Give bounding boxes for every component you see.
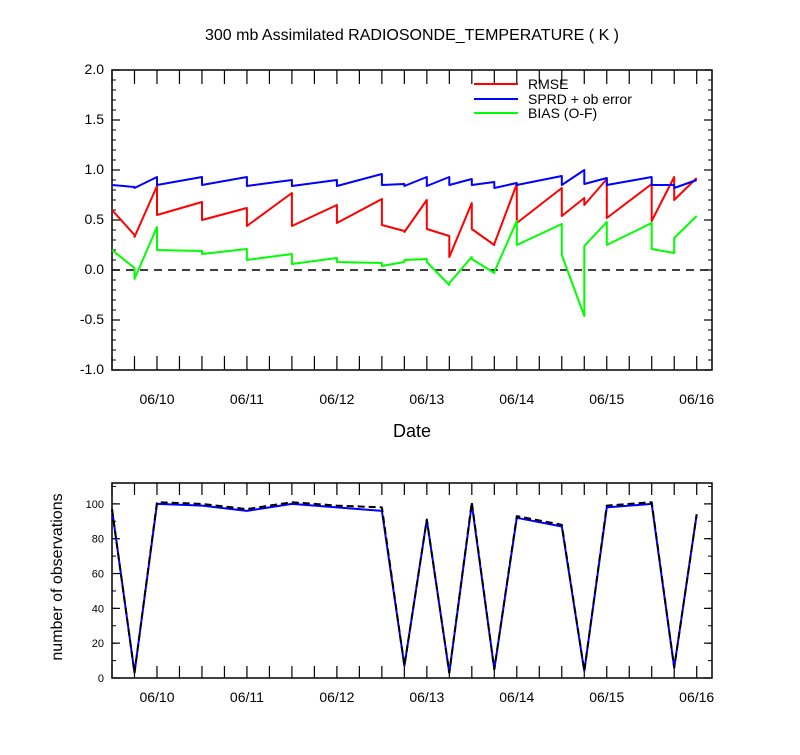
series-line-available [111,501,698,674]
y-tick-label: -1.0 [80,361,104,377]
y-tick-label: 0.0 [85,261,105,277]
x-tick-label: 06/13 [409,689,444,705]
x-tick-label: 06/13 [409,391,444,407]
bottom-plot-area: 100 80 60 40 20 0 06/10 06/11 06/12 06/13 06/14 06/… [86,482,714,705]
legend: RMSE SPRD + ob error BIAS (O-F) [474,76,632,121]
series-line-sprd-ob-error [111,169,698,189]
y-tick-label: 60 [92,569,104,581]
y-tick-label: 100 [86,499,104,511]
x-tick-label: 06/16 [679,391,714,407]
series-line-bias-o-f [111,215,698,317]
legend-label-bias: BIAS (O-F) [528,105,597,121]
legend-label-sprd: SPRD + ob error [528,91,632,107]
y-tick-label: -0.5 [80,311,104,327]
y-tick-label: 20 [92,638,104,650]
x-tick-label: 06/14 [499,689,534,705]
y-tick-label: 80 [92,534,104,546]
plot-frame [111,482,713,679]
x-tick-label: 06/12 [319,391,354,407]
y-tick-label: 1.0 [85,161,105,177]
y-tick-label: 1.5 [85,111,105,127]
x-tick-label: 06/15 [589,689,624,705]
x-tick-label: 06/14 [499,391,534,407]
x-tick-label: 06/16 [679,689,714,705]
top-x-axis-label: Date [393,421,431,441]
top-plot-area: 2.0 1.5 1.0 0.5 0.0 -0.5 -1.0 06/10 06/11 06/12 06… [80,61,715,407]
x-tick-label: 06/11 [230,391,264,407]
legend-label-rmse: RMSE [528,76,568,92]
x-tick-label: 06/15 [589,391,624,407]
series-line-rmse [111,176,698,258]
x-tick-label: 06/12 [319,689,354,705]
y-tick-label: 2.0 [85,61,105,77]
x-tick-label: 06/11 [230,689,264,705]
series-line-used [111,502,698,674]
y-tick-label: 0 [98,673,104,685]
y-tick-label: 40 [92,603,104,615]
y-tick-label: 0.5 [85,211,105,227]
x-tick-label: 06/10 [139,391,174,407]
chart-title: 300 mb Assimilated RADIOSONDE_TEMPERATUR… [205,27,619,44]
bottom-y-axis-label: number of observations [49,493,66,660]
x-tick-label: 06/10 [139,689,174,705]
